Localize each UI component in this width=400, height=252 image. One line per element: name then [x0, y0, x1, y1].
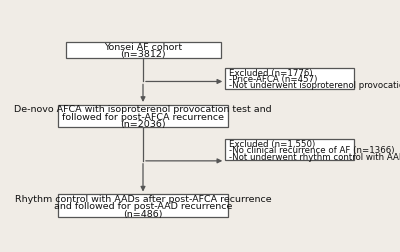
Text: (n=3812): (n=3812)	[120, 50, 166, 59]
FancyBboxPatch shape	[58, 105, 228, 128]
Text: -Not underwent rhythm control with AADs (n=184): -Not underwent rhythm control with AADs …	[229, 152, 400, 161]
Text: (n=2036): (n=2036)	[120, 119, 166, 129]
Text: Excluded (n=1776): Excluded (n=1776)	[229, 68, 312, 77]
Text: (n=486): (n=486)	[123, 209, 163, 218]
Text: followed for post-AFCA recurrence: followed for post-AFCA recurrence	[62, 112, 224, 121]
Text: Excluded (n=1,550): Excluded (n=1,550)	[229, 139, 315, 148]
FancyBboxPatch shape	[225, 140, 354, 160]
FancyBboxPatch shape	[58, 195, 228, 217]
Text: -No clinical recurrence of AF (n=1366): -No clinical recurrence of AF (n=1366)	[229, 146, 394, 154]
Text: -Not underwent isoproterenol provocation test (n=1319): -Not underwent isoproterenol provocation…	[229, 81, 400, 90]
Text: -Price-AFCA (n=457): -Price-AFCA (n=457)	[229, 75, 317, 84]
FancyBboxPatch shape	[66, 42, 220, 59]
Text: Rhythm control with AADs after post-AFCA recurrence: Rhythm control with AADs after post-AFCA…	[15, 194, 271, 203]
Text: and followed for post-AAD recurrence: and followed for post-AAD recurrence	[54, 201, 232, 210]
Text: Yonsei AF cohort: Yonsei AF cohort	[104, 42, 182, 51]
FancyBboxPatch shape	[225, 69, 354, 89]
Text: De-novo AFCA with isoproterenol provocation test and: De-novo AFCA with isoproterenol provocat…	[14, 105, 272, 114]
